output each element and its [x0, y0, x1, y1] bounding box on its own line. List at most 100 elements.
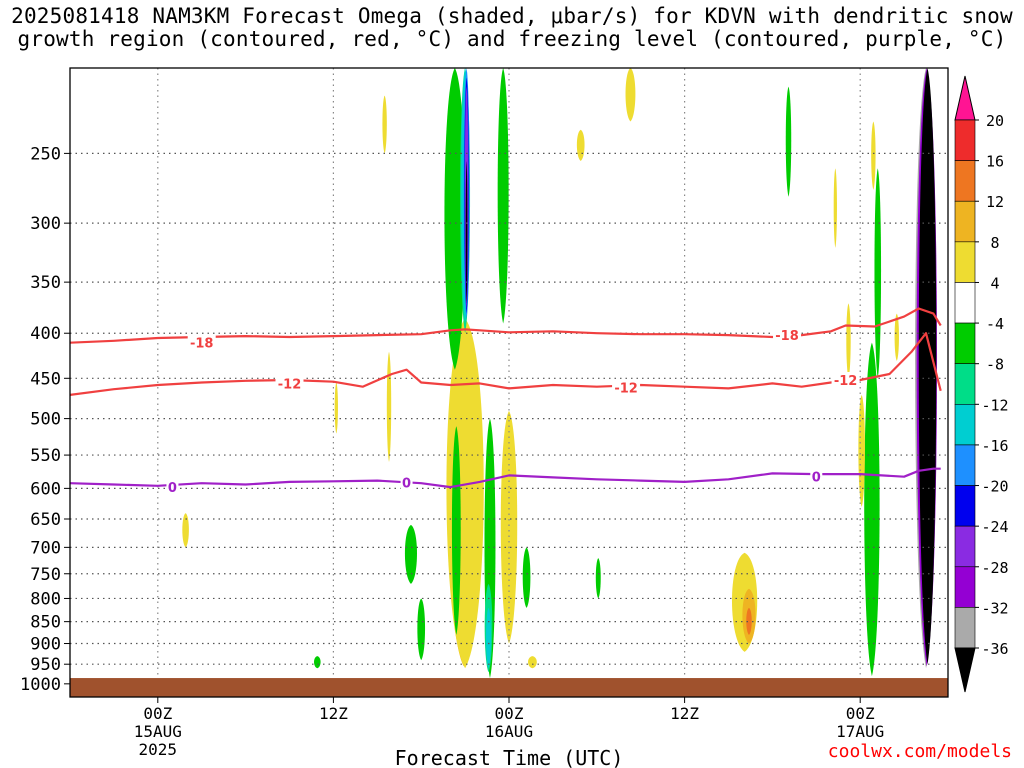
colorbar-label: -24: [981, 518, 1008, 536]
omega-shade-region: [528, 656, 537, 669]
colorbar-label: -8: [986, 356, 1004, 374]
omega-shade-region: [314, 656, 321, 669]
omega-shade-region: [871, 121, 876, 190]
omega-shade-region: [858, 394, 865, 508]
contour-label: 0: [812, 471, 821, 486]
x-tick-label: 00Z: [495, 704, 524, 723]
contour-label-bg: [773, 327, 802, 343]
omega-shade-region: [486, 607, 491, 669]
colorbar-box: [954, 404, 976, 446]
contour-label: 0: [402, 477, 411, 492]
omega-shade-region: [465, 160, 468, 304]
y-tick-label: 800: [30, 589, 61, 609]
omega-shade-region: [864, 342, 880, 677]
x-tick-label: 17AUG: [836, 722, 884, 741]
omega-shade-region: [746, 607, 752, 635]
credit-link[interactable]: coolwx.com/models: [827, 741, 1012, 762]
x-tick-label: 15AUG: [134, 722, 182, 741]
y-tick-label: 250: [30, 144, 61, 164]
y-tick-label: 450: [30, 369, 61, 389]
omega-shade-region: [446, 318, 484, 669]
y-tick-label: 900: [30, 635, 61, 655]
colorbar-box: [954, 525, 976, 568]
colorbar-label: 8: [990, 234, 999, 252]
contour-label-bg: [166, 479, 179, 495]
contour-label-bg: [187, 334, 216, 350]
colorbar-box: [954, 485, 976, 527]
colorbar-box: [954, 566, 976, 608]
contour-label: -12: [834, 374, 858, 389]
contour-label-bg: [831, 371, 860, 387]
x-tick-label: 12Z: [670, 704, 699, 723]
contour-line: [70, 467, 941, 489]
omega-shade-region: [404, 524, 417, 584]
colorbar-box: [954, 322, 976, 364]
contour-label: 0: [168, 481, 177, 496]
y-tick-label: 350: [30, 273, 61, 293]
omega-shade-region: [833, 168, 837, 248]
x-tick-label: 2025: [139, 740, 178, 759]
omega-shade-region: [894, 313, 899, 361]
colorbar-label: 4: [990, 274, 999, 292]
y-tick-label: 750: [30, 565, 61, 585]
x-axis-label: Forecast Time (UTC): [395, 746, 624, 768]
y-tick-label: 400: [30, 324, 61, 344]
colorbar-label: -16: [981, 437, 1008, 455]
colorbar-box: [954, 363, 976, 405]
y-tick-label: 600: [30, 479, 61, 499]
contour-label-bg: [400, 474, 413, 490]
omega-shade-region: [500, 410, 518, 644]
x-tick-label: 12Z: [319, 704, 348, 723]
contour-label-bg: [275, 375, 304, 391]
omega-shade-region: [382, 95, 387, 154]
colorbar-top-arrow: [954, 75, 976, 121]
omega-shade-region: [182, 513, 189, 548]
chart-title-line2: growth region (contoured, red, °C) and f…: [17, 27, 1007, 51]
colorbar-box: [954, 241, 976, 283]
below-ground-fill: [70, 678, 948, 697]
colorbar-label: -36: [981, 640, 1008, 658]
colorbar-box: [954, 160, 976, 202]
x-tick-label: 00Z: [143, 704, 172, 723]
y-tick-label: 700: [30, 538, 61, 558]
omega-shade-region: [386, 351, 392, 462]
contour-line: [70, 307, 942, 344]
y-tick-label: 550: [30, 446, 61, 466]
colorbar-label: -12: [981, 396, 1008, 414]
omega-shade-region: [417, 598, 426, 661]
y-tick-label: 650: [30, 510, 61, 530]
colorbar-label: -20: [981, 478, 1008, 496]
omega-shade-region: [874, 168, 882, 379]
colorbar-label: 12: [986, 193, 1004, 211]
omega-shading: [182, 68, 938, 679]
omega-shade-region: [785, 86, 792, 197]
omega-shade-region: [625, 68, 636, 122]
x-tick-label: 16AUG: [485, 722, 533, 741]
colorbar-label: -28: [981, 559, 1008, 577]
contours: -18 -18 -12 -12 -12 0 0 0: [70, 307, 942, 496]
omega-shade-region: [576, 129, 585, 161]
omega-shade-region: [918, 68, 937, 665]
colorbar-box: [954, 607, 976, 649]
omega-shade-region: [451, 426, 461, 635]
colorbar-bottom-arrow: [954, 647, 976, 693]
y-tick-label: 500: [30, 410, 61, 430]
colorbar-box: [954, 282, 976, 324]
colorbar-label: 20: [986, 112, 1004, 130]
colorbar-label: -4: [986, 315, 1004, 333]
contour-label-bg: [810, 468, 823, 484]
y-tick-label: 1000: [20, 675, 61, 695]
y-tick-label: 950: [30, 655, 61, 675]
y-axis: 2503003504004505005506006507007508008509…: [20, 144, 70, 695]
y-tick-label: 850: [30, 613, 61, 633]
colorbar-box: [954, 119, 976, 161]
colorbar-box: [954, 444, 976, 486]
omega-shade-region: [846, 303, 851, 379]
chart-title-line1: 2025081418 NAM3KM Forecast Omega (shaded…: [11, 4, 1013, 28]
colorbar-label: 16: [986, 153, 1004, 171]
contour-label: -12: [278, 377, 302, 392]
contour-label: -18: [775, 329, 799, 344]
omega-shade-region: [334, 382, 338, 434]
